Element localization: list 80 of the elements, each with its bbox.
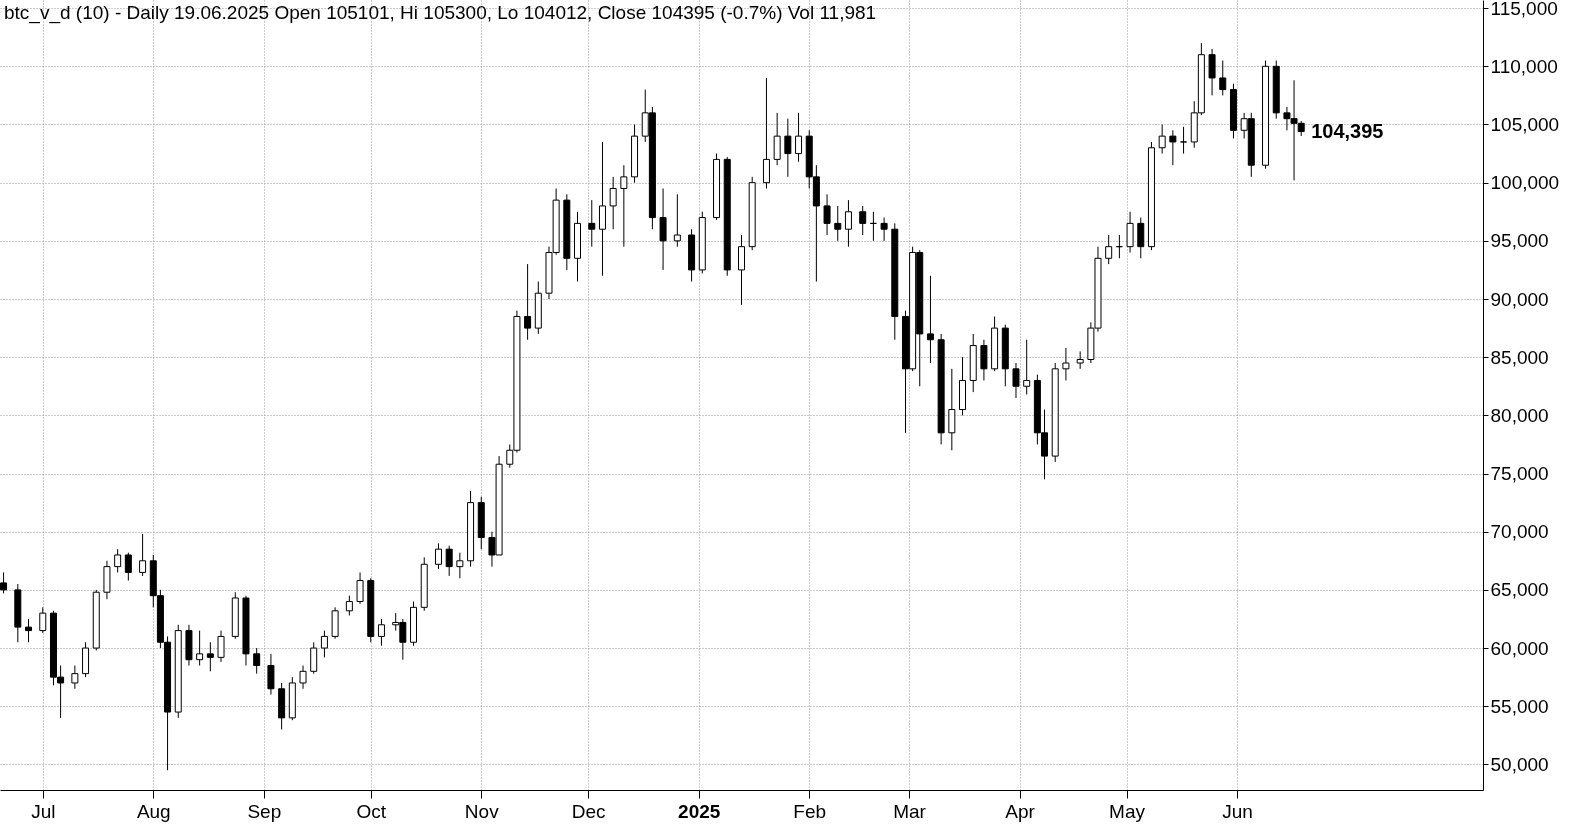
candlestick bbox=[39, 606, 47, 634]
candlestick bbox=[834, 205, 842, 242]
y-tick-label: 55,000 bbox=[1490, 695, 1549, 717]
candlestick bbox=[320, 630, 328, 658]
candlestick bbox=[859, 205, 867, 236]
candlestick bbox=[738, 234, 745, 306]
candlestick bbox=[588, 199, 596, 248]
candlestick bbox=[445, 545, 453, 577]
candlestick bbox=[345, 595, 353, 616]
candlestick bbox=[926, 275, 934, 364]
candlestick bbox=[217, 630, 225, 663]
x-tick-label: Sep bbox=[247, 800, 282, 822]
candlestick bbox=[620, 164, 628, 248]
candlestick bbox=[356, 571, 364, 605]
x-tick-label: 2025 bbox=[678, 800, 721, 822]
candlestick bbox=[1219, 60, 1227, 96]
candlestick bbox=[1137, 217, 1145, 259]
candlestick bbox=[299, 665, 307, 690]
y-tick-label: 105,000 bbox=[1490, 113, 1560, 135]
candlestick bbox=[795, 112, 803, 163]
x-tick-label: Apr bbox=[1005, 800, 1036, 822]
candlestick bbox=[139, 533, 147, 577]
candlestick bbox=[823, 193, 831, 236]
candlestick bbox=[784, 118, 792, 178]
candlestick bbox=[598, 141, 606, 277]
y-tick-label: 50,000 bbox=[1490, 753, 1549, 775]
y-tick-label: 100,000 bbox=[1490, 172, 1560, 194]
y-tick-label: 75,000 bbox=[1490, 463, 1549, 485]
x-tick-label: Nov bbox=[464, 800, 500, 822]
y-tick-label: 80,000 bbox=[1490, 404, 1549, 426]
y-tick-label: 70,000 bbox=[1490, 521, 1549, 543]
y-tick-label: 85,000 bbox=[1490, 346, 1549, 368]
candlestick bbox=[673, 193, 681, 248]
candlestick bbox=[1126, 211, 1134, 253]
candlestick bbox=[948, 368, 956, 451]
y-tick-label: 115,000 bbox=[1490, 0, 1558, 19]
candlestick bbox=[114, 548, 122, 573]
candlestick bbox=[1105, 234, 1113, 265]
candlestick bbox=[762, 77, 770, 189]
candlestick bbox=[1023, 339, 1031, 395]
y-tick-label: 110,000 bbox=[1490, 55, 1558, 77]
y-tick-label: 60,000 bbox=[1490, 637, 1549, 659]
candlestick bbox=[71, 665, 79, 690]
candlestick bbox=[1012, 362, 1020, 399]
candlestick bbox=[844, 199, 852, 248]
candlestick bbox=[1062, 347, 1070, 381]
candlestick bbox=[1169, 129, 1177, 166]
candlestick bbox=[377, 618, 385, 647]
x-tick-label: Feb bbox=[793, 800, 827, 822]
candlestick bbox=[124, 552, 132, 582]
candlestick bbox=[0, 571, 8, 594]
y-tick-label: 65,000 bbox=[1490, 579, 1549, 601]
candlestick bbox=[1158, 123, 1166, 155]
annotation: 104,395 bbox=[1311, 119, 1384, 142]
x-tick-label: Jul bbox=[31, 800, 56, 822]
candlestick bbox=[980, 339, 988, 381]
x-tick-label: May bbox=[1109, 800, 1146, 822]
candlestick bbox=[456, 552, 464, 579]
x-tick-label: Mar bbox=[893, 800, 927, 822]
y-tick-label: 95,000 bbox=[1490, 230, 1549, 252]
x-tick-label: Dec bbox=[571, 800, 606, 822]
candlestick bbox=[880, 217, 888, 242]
candlestick bbox=[267, 653, 275, 696]
candlestick bbox=[1180, 126, 1188, 155]
candlestick bbox=[609, 176, 617, 230]
candlestick bbox=[196, 630, 204, 667]
chart-title: btc_v_d (10) - Daily 19.06.2025 Open 105101, Hi 105300, Lo 104012, Close 104395 (-0.7%) Vol 11,981 bbox=[4, 2, 877, 25]
candlestick bbox=[25, 618, 33, 643]
candlestick bbox=[206, 641, 214, 672]
x-tick-label: Aug bbox=[136, 800, 171, 822]
y-tick-label: 90,000 bbox=[1490, 288, 1549, 310]
candlestick bbox=[659, 187, 667, 271]
candlestick bbox=[524, 263, 532, 341]
candlestick bbox=[1208, 48, 1216, 96]
x-tick-label: Jun bbox=[1222, 800, 1253, 822]
candlestick bbox=[310, 641, 318, 675]
candlestick bbox=[253, 647, 261, 675]
x-tick-label: Oct bbox=[356, 800, 387, 822]
candlestick bbox=[773, 112, 781, 166]
candlestick bbox=[434, 542, 442, 570]
